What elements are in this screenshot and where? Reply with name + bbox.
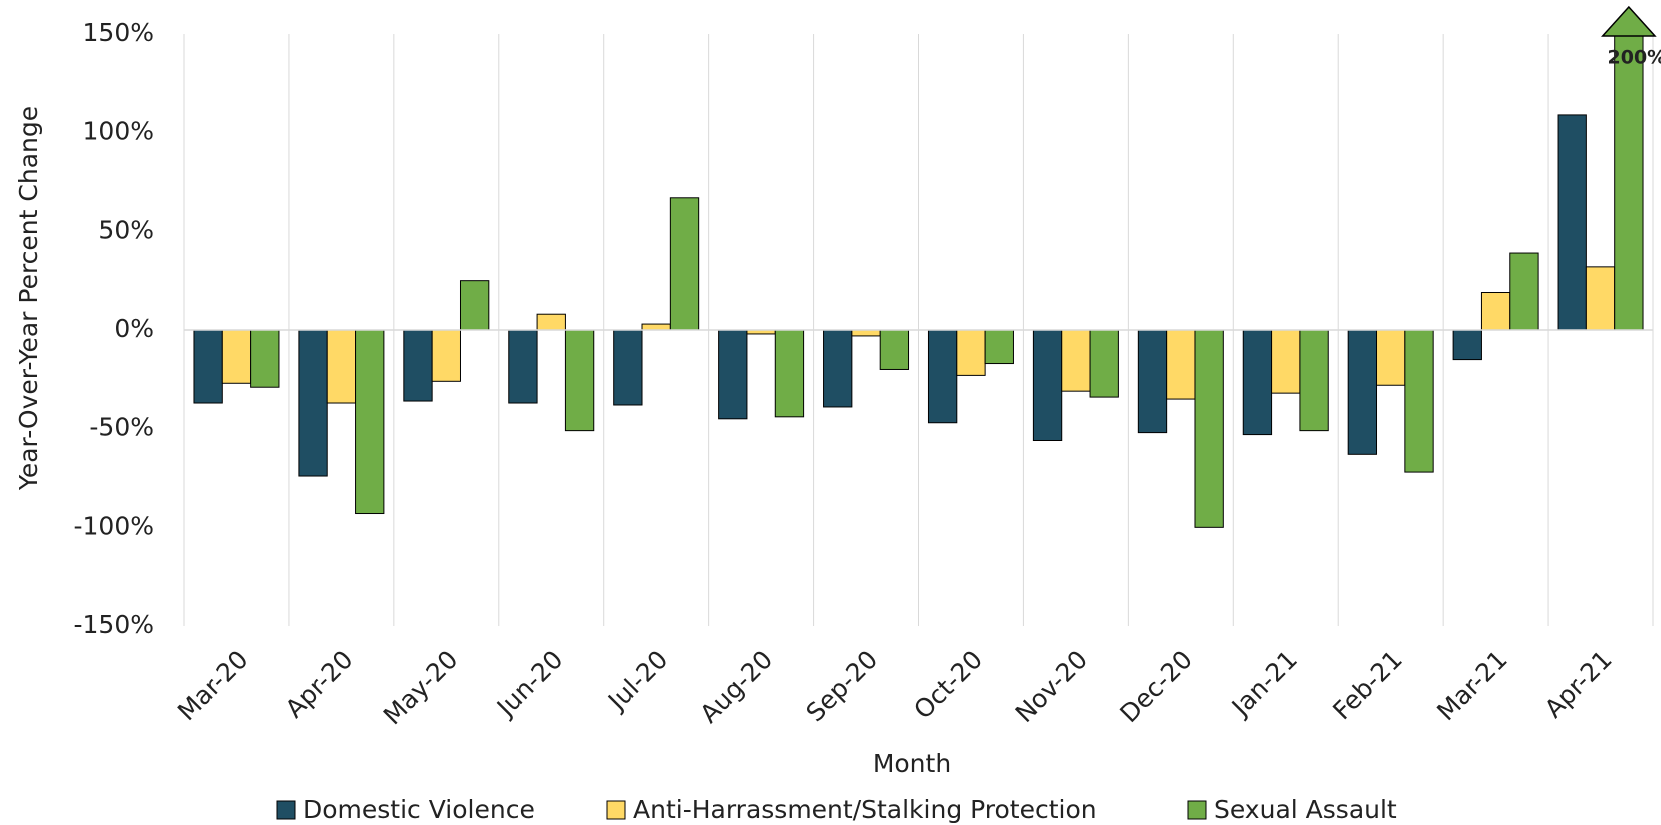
- x-tick-label: Jun-20: [490, 645, 568, 723]
- bar: [1299, 329, 1329, 432]
- overflow-arrow: [1601, 5, 1657, 37]
- bar: [879, 329, 910, 370]
- y-tick-label: 150%: [83, 18, 154, 47]
- legend-swatch: [276, 800, 296, 820]
- bars: [193, 34, 1644, 528]
- legend-label: Sexual Assault: [1214, 795, 1397, 824]
- bar: [1089, 329, 1119, 398]
- x-tick-label: Jul-20: [601, 645, 673, 717]
- bar: [1404, 329, 1434, 473]
- bar: [326, 329, 357, 404]
- y-tick-label: 100%: [83, 117, 154, 146]
- x-axis-label: Month: [873, 749, 951, 778]
- bar: [403, 329, 433, 402]
- bar: [641, 323, 671, 331]
- bar: [1166, 329, 1196, 400]
- y-tick-label: 50%: [98, 215, 154, 244]
- legend-swatch: [606, 800, 626, 820]
- bar: [508, 329, 538, 404]
- bar: [564, 329, 595, 432]
- y-tick-label: 0%: [114, 314, 154, 343]
- bar: [221, 329, 252, 384]
- bar: [927, 329, 958, 424]
- data-label: 200%: [1608, 47, 1661, 69]
- bar: [431, 329, 461, 382]
- y-tick-label: -50%: [89, 413, 154, 442]
- bar: [956, 329, 986, 376]
- bar: [355, 329, 385, 515]
- x-tick-label: Sep-20: [801, 645, 884, 728]
- bar: [1557, 114, 1587, 331]
- bar: [613, 329, 643, 406]
- bar: [1585, 266, 1616, 331]
- x-tick-label: Apr-21: [1539, 645, 1618, 724]
- x-tick-label: Jan-21: [1225, 645, 1303, 723]
- legend-swatch: [1187, 800, 1207, 820]
- bar: [669, 197, 700, 331]
- bar: [1194, 329, 1224, 528]
- bar: [298, 329, 328, 477]
- bar: [1452, 329, 1482, 361]
- bar: [1137, 329, 1168, 434]
- x-tick-label: Mar-20: [172, 645, 254, 727]
- x-tick-label: Dec-20: [1114, 645, 1198, 729]
- x-tick-label: Oct-20: [908, 645, 988, 725]
- bar: [823, 329, 853, 408]
- x-tick-label: Feb-21: [1327, 645, 1408, 726]
- x-tick-label: Mar-21: [1431, 645, 1513, 727]
- bar: [1614, 34, 1644, 331]
- legend-label: Domestic Violence: [303, 795, 535, 824]
- bar: [193, 329, 223, 404]
- bar: [1061, 329, 1091, 392]
- x-tick-label: Aug-20: [694, 645, 778, 729]
- bar: [851, 329, 881, 337]
- bar: [1242, 329, 1273, 436]
- bar: [459, 280, 490, 331]
- bar: [984, 329, 1014, 365]
- bar: [1347, 329, 1378, 455]
- x-tick-label: May-20: [378, 645, 464, 731]
- bar: [1271, 329, 1301, 394]
- bar: [1376, 329, 1406, 386]
- y-axis-label: Year-Over-Year Percent Change: [14, 106, 43, 491]
- bar: [774, 329, 805, 418]
- y-tick-label: -150%: [74, 610, 155, 639]
- legend-label: Anti-Harrassment/Stalking Protection: [633, 795, 1097, 824]
- bar: [1032, 329, 1063, 442]
- bar: [536, 313, 566, 331]
- x-tick-label: Apr-20: [280, 645, 359, 724]
- bar: [718, 329, 748, 420]
- bar: [250, 329, 280, 388]
- y-tick-label: -100%: [74, 511, 155, 540]
- bar: [1509, 252, 1539, 331]
- x-tick-label: Nov-20: [1010, 645, 1093, 728]
- bar: [1480, 292, 1511, 331]
